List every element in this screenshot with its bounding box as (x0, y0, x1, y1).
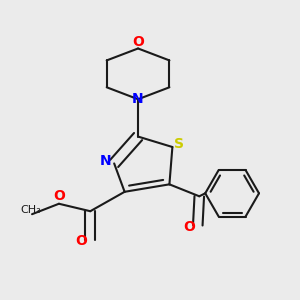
Text: O: O (132, 35, 144, 49)
Text: O: O (54, 189, 65, 203)
Text: S: S (174, 137, 184, 151)
Text: CH₃: CH₃ (20, 205, 41, 215)
Text: O: O (75, 234, 87, 248)
Text: N: N (100, 154, 112, 168)
Text: O: O (184, 220, 195, 234)
Text: N: N (132, 92, 144, 106)
